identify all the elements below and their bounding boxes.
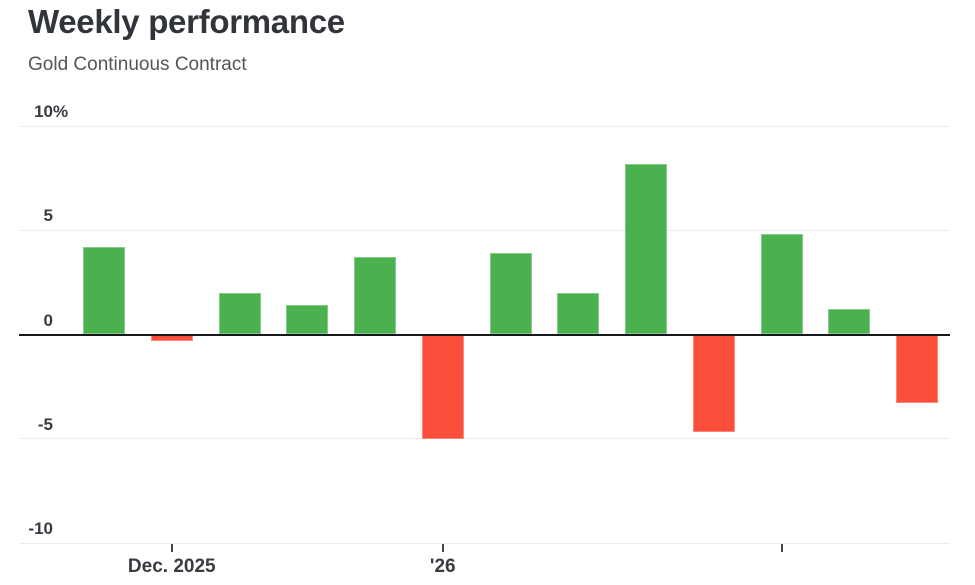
x-axis-tick — [780, 544, 783, 552]
zero-axis-line — [19, 333, 950, 336]
y-axis-label: 5 — [43, 206, 53, 226]
y-axis-label: 0 — [43, 310, 53, 330]
gridline — [19, 542, 950, 544]
bar-week-3 — [218, 292, 261, 335]
x-axis-label: Dec. 2025 — [127, 556, 216, 577]
bar-week-6 — [421, 334, 464, 439]
y-axis-label: -5 — [37, 414, 53, 434]
bar-week-11 — [760, 234, 803, 335]
bar-week-5 — [354, 257, 396, 335]
chart-subtitle: Gold Continuous Contract — [28, 54, 247, 75]
x-axis-label: '26 — [429, 556, 456, 577]
gridline — [19, 229, 950, 231]
gridline — [19, 438, 950, 440]
bar-week-1 — [83, 246, 125, 335]
bar-week-8 — [557, 292, 600, 335]
x-axis-tick — [170, 544, 173, 552]
y-axis-label: -10 — [28, 519, 53, 538]
y-axis-label: 10% — [34, 102, 69, 121]
x-axis-tick — [441, 544, 444, 552]
bar-week-7 — [489, 253, 532, 335]
bar-week-2 — [150, 334, 193, 341]
bar-week-4 — [286, 305, 329, 335]
bar-week-12 — [828, 309, 871, 335]
gridline — [19, 125, 950, 127]
bar-week-10 — [692, 334, 735, 433]
bar-week-13 — [896, 334, 938, 404]
chart-title: Weekly performance — [28, 3, 345, 40]
bar-week-9 — [625, 163, 667, 335]
